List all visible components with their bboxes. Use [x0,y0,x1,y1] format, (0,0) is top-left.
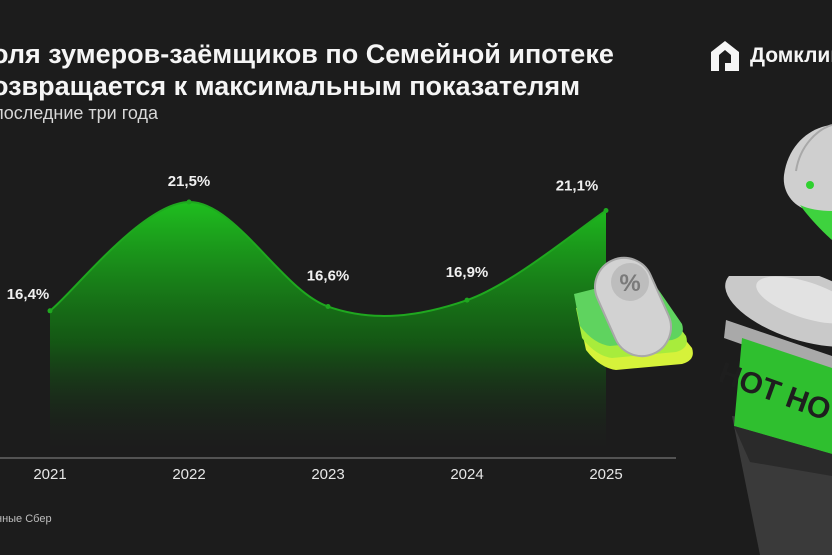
x-tick-2023: 2023 [311,466,344,483]
data-point-2025 [603,208,609,214]
domclick-logo: Домклик [708,38,832,74]
x-tick-2024: 2024 [450,466,483,483]
subtitle: последние три года [0,103,158,123]
title-line-2: озвращается к максимальным показателям [0,71,581,101]
data-label-2025: 21,1% [556,178,599,195]
page-title: оля зумеров-заёмщиков по Семейной ипотек… [0,38,614,102]
house-logo-icon [711,41,739,71]
x-tick-2021: 2021 [33,466,66,483]
data-label-2021: 16,4% [7,286,50,303]
area-fill [50,201,606,458]
data-point-2024 [464,297,470,303]
data-point-2022 [186,199,192,205]
data-points [47,199,609,314]
data-labels: 16,4% 21,5% 16,6% 16,9% 21,1% [7,173,599,303]
x-tick-2022: 2022 [172,466,205,483]
percent-symbol: % [619,270,640,297]
data-point-2021 [47,308,53,314]
data-label-2023: 16,6% [307,268,350,285]
x-tick-2025: 2025 [589,466,622,483]
data-point-2023 [325,304,331,310]
source-note: нные Сбер [0,513,52,525]
logo-text: Домклик [750,44,832,67]
percent-tokens-illustration: % [574,256,693,370]
cap-illustration [783,124,832,240]
x-tick-labels: 2021 2022 2023 2024 2025 [33,466,622,483]
data-label-2024: 16,9% [446,264,489,281]
coffee-cup-illustration: HOT HOT [720,276,832,555]
data-label-2022: 21,5% [168,173,211,190]
title-line-1: оля зумеров-заёмщиков по Семейной ипотек… [0,39,614,69]
